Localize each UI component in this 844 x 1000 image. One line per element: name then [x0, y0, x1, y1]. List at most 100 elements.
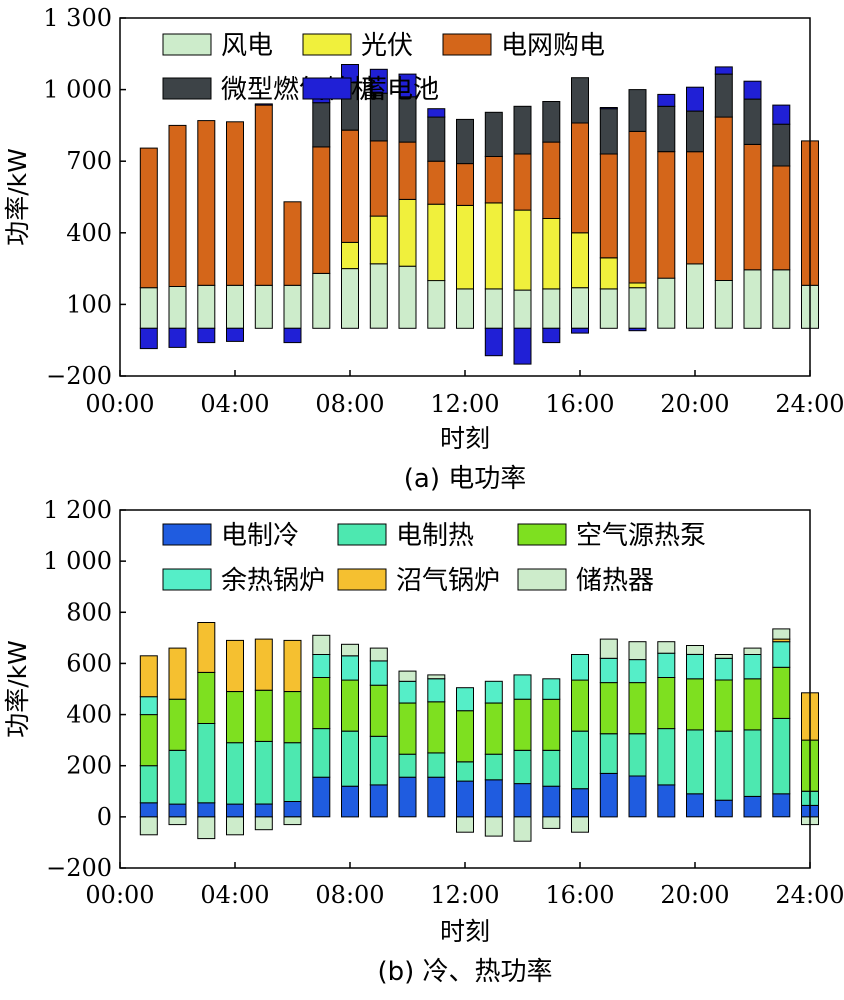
- bar-segment: [484, 327, 503, 357]
- bar-segment: [484, 753, 503, 781]
- bar-segment: [657, 641, 676, 654]
- y-tick-label: 400: [66, 219, 112, 247]
- bar-segment: [772, 123, 791, 167]
- bar-segment: [628, 282, 647, 289]
- legend-label: 电网购电: [501, 31, 605, 61]
- bar-segment: [542, 698, 561, 751]
- bar-segment: [628, 287, 647, 329]
- bar-segment: [197, 723, 216, 804]
- bar-segment: [772, 666, 791, 719]
- bar-segment: [226, 803, 244, 818]
- bar-segment: [341, 241, 359, 270]
- bar-segment: [369, 68, 388, 94]
- y-tick-label: 400: [66, 701, 112, 729]
- bar-segment: [427, 776, 446, 818]
- bar-segment: [226, 816, 244, 836]
- y-tick-label: 600: [66, 649, 112, 677]
- bar-segment: [139, 655, 158, 698]
- legend-swatch: [162, 77, 212, 100]
- bar-segment: [139, 765, 158, 804]
- legend-label: 余热锅炉: [221, 566, 325, 596]
- bar-segment: [456, 761, 474, 782]
- x-tick-label: 00:00: [85, 390, 154, 418]
- bar-segment: [456, 816, 474, 833]
- bar-segment: [743, 269, 762, 329]
- bar-segment: [427, 108, 446, 118]
- bar-segment: [226, 639, 244, 693]
- bar-segment: [628, 733, 647, 777]
- bar-segment: [254, 689, 273, 742]
- x-tick-label: 20:00: [660, 390, 729, 418]
- bar-segment: [599, 257, 618, 290]
- bar-segment: [341, 643, 359, 657]
- bar-segment: [599, 657, 618, 684]
- bar-segment: [772, 717, 791, 795]
- bar-segment: [312, 102, 331, 148]
- bar-segment: [341, 655, 359, 681]
- bar-segment: [139, 147, 158, 289]
- bar-segment: [743, 654, 762, 680]
- bar-segment: [341, 268, 359, 329]
- bar-segment: [427, 701, 446, 754]
- legend-swatch: [162, 568, 212, 591]
- bar-segment: [628, 682, 647, 735]
- bar-segment: [599, 638, 618, 659]
- bar-segment: [628, 89, 647, 132]
- x-tick-label: 16:00: [545, 390, 614, 418]
- bar-segment: [312, 272, 331, 329]
- bar-segment: [341, 679, 359, 732]
- bar-segment: [686, 263, 704, 329]
- bar-segment: [254, 816, 273, 831]
- bar-segment: [743, 647, 762, 655]
- legend-swatch: [337, 568, 387, 591]
- bar-segment: [341, 730, 359, 787]
- bar-segment: [312, 728, 331, 778]
- bar-segment: [542, 101, 561, 143]
- y-axis-title: 功率/kW: [3, 148, 32, 246]
- y-tick-label: 1 300: [43, 4, 112, 32]
- x-axis-title: 时刻: [440, 917, 490, 946]
- bar-segment: [341, 129, 359, 243]
- x-tick-label: 08:00: [315, 390, 384, 418]
- bar-segment: [254, 638, 273, 691]
- bar-segment: [226, 742, 244, 805]
- bar-segment: [254, 284, 273, 329]
- bar-segment: [542, 218, 561, 290]
- bar-segment: [398, 702, 417, 755]
- bar-segment: [312, 654, 331, 678]
- bar-segment: [571, 730, 589, 790]
- y-tick-label: 0: [97, 803, 112, 831]
- x-tick-label: 00:00: [85, 881, 154, 909]
- bar-segment: [772, 269, 791, 329]
- bar-segment: [686, 86, 704, 112]
- bar-segment: [283, 284, 302, 329]
- bar-segment: [743, 795, 762, 818]
- bar-segment: [398, 265, 417, 329]
- legend-swatch: [162, 523, 212, 546]
- bar-segment: [168, 647, 187, 700]
- bar-segment: [168, 816, 187, 826]
- y-tick-label: −200: [46, 362, 112, 390]
- legend-label: 风电: [221, 31, 273, 61]
- legend-label: 光伏: [361, 31, 413, 61]
- legend-label: 空气源热泵: [576, 521, 706, 551]
- chart-panel-a: −200 100 400 700 1 000 1 300 00:00 04:00 08:00 12…: [3, 4, 844, 494]
- bar-segment: [772, 628, 791, 640]
- bar-segment: [139, 696, 158, 716]
- bar-segment: [312, 634, 331, 655]
- bar-segment: [657, 277, 676, 329]
- bar-segment: [283, 742, 302, 803]
- bar-segment: [197, 816, 216, 840]
- bar-segment: [369, 684, 388, 737]
- bar-segment: [513, 105, 532, 155]
- bar-segment: [456, 288, 474, 329]
- bar-segment: [657, 151, 676, 279]
- bar-segment: [226, 691, 244, 744]
- bar-segment: [341, 785, 359, 818]
- bar-segment: [571, 232, 589, 289]
- bar-segment: [398, 670, 417, 682]
- bar-segment: [513, 209, 532, 291]
- bar-segment: [686, 793, 704, 818]
- bar-segment: [628, 641, 647, 661]
- bar-segment: [484, 111, 503, 158]
